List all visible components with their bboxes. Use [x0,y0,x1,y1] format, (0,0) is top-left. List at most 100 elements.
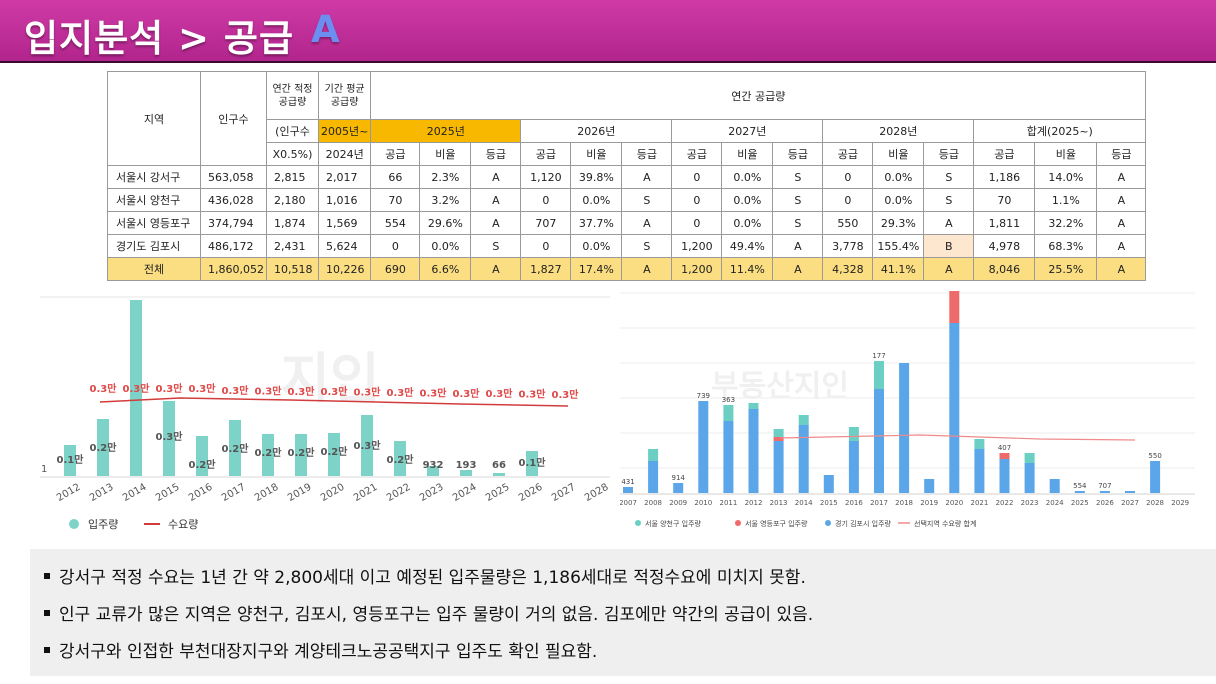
table-row: 전체 1,860,052 10,518 10,226 690 6.6% A 1,827 17.4… [107,257,1147,281]
value-cell: 0.0% [872,188,925,212]
bar-segment [698,401,709,493]
bar-segment [1074,491,1085,493]
demand-line [99,397,569,407]
header-pop-note2: X0.5%) [265,142,319,166]
value-cell: 486,172 [200,234,267,258]
x-tick-label: 2019 [286,482,314,504]
bar-segment [1024,463,1035,493]
value-cell: A [1096,257,1147,281]
sub-grade: 등급 [470,142,522,166]
legend-label: 수요량 [168,518,198,531]
value-cell: 2,431 [265,234,319,258]
bar [262,434,274,476]
header-pop-note1: (인구수 [265,119,319,143]
value-cell: 550 [822,211,874,235]
x-tick-label: 2017 [220,482,248,504]
demand-label: 0.3만 [420,386,448,399]
bar-segment [823,475,834,493]
header-total: 합계(2025~) [973,119,1147,143]
bar-segment [1125,491,1135,493]
x-tick-label: 2016 [845,499,863,507]
value-cell: A [772,234,824,258]
legend-swatch [635,520,641,526]
bar-segment [848,427,859,441]
bar [394,441,406,476]
x-tick-label: 2026 [1096,499,1114,507]
value-cell: 1,874 [265,211,319,235]
bar-label: 0.2만 [189,458,217,471]
x-tick-label: 2021 [352,482,380,504]
sub-grade: 등급 [772,142,824,166]
bar-label: 0.1만 [57,453,85,466]
bar-label: 193 [456,460,477,471]
value-cell: 2,180 [265,188,319,212]
bar-segment [773,437,784,441]
value-cell: S [772,211,824,235]
bar-label: 407 [998,444,1011,452]
x-tick-label: 2025 [484,482,512,504]
sub-grade: 등급 [621,142,673,166]
header-year-2027: 2027년 [671,119,824,143]
bar-segment [999,459,1010,493]
bar-segment [848,441,859,493]
bar-segment [999,453,1010,459]
summary-bullet: 인구 교류가 많은 지역은 양천구, 김포시, 영등포구는 입주 물량이 거의 … [44,600,813,625]
x-tick-label: 2027 [550,482,578,504]
value-cell: 707 [520,211,572,235]
demand-label: 0.3만 [387,386,415,399]
x-tick-label: 2008 [644,499,662,507]
value-cell: 4,978 [973,234,1036,258]
x-tick-label: 2024 [451,482,479,504]
bar-segment [673,483,684,493]
bullet-square-icon [44,573,50,579]
x-tick-label: 2009 [669,499,687,507]
bar-label: 0.3만 [354,439,382,452]
x-tick-label: 2027 [1121,499,1139,507]
value-cell: 1,569 [317,211,372,235]
value-cell: 1,120 [520,165,572,189]
value-cell: 17.4% [570,257,623,281]
value-cell: 0.0% [721,188,774,212]
demand-line [779,434,1136,441]
bar-label: 0.2만 [321,445,349,458]
bar-segment [1049,479,1060,493]
value-cell: 0 [671,165,723,189]
value-cell: 4,328 [822,257,874,281]
demand-label: 0.3만 [255,384,283,397]
x-tick-label: 2022 [996,499,1014,507]
header-annual-supply: 연간 공급량 [370,71,1147,120]
bar-label: 1 [41,464,47,475]
bar-segment [924,479,935,493]
demand-label: 0.3만 [552,388,580,401]
demand-label: 0.3만 [222,384,250,397]
bar [97,419,109,476]
x-tick-label: 2013 [88,482,116,504]
value-cell: 3.2% [419,188,472,212]
value-cell: 10,226 [317,257,372,281]
value-cell: A [470,165,522,189]
legend-label: 선택지역 수요량 합계 [914,519,976,528]
x-tick-label: 2018 [895,499,913,507]
value-cell: 1,186 [973,165,1036,189]
region-cell: 서울시 강서구 [107,165,201,189]
grade-badge: A [311,8,340,51]
header-period-avg: 기간 평균 공급량 [317,71,372,120]
demand-label: 0.3만 [156,382,184,395]
value-cell: A [1096,234,1147,258]
value-cell: 66 [370,165,421,189]
value-cell: 0.0% [570,234,623,258]
legend-swatch [735,520,741,526]
bar [163,401,175,476]
region-cell: 서울시 영등포구 [107,211,201,235]
value-cell: A [772,257,824,281]
value-cell: 0 [370,234,421,258]
bar-segment [748,409,759,493]
bar-label: 0.2만 [90,441,118,454]
value-cell: 1,200 [671,234,723,258]
table-row: 경기도 김포시 486,172 2,431 5,624 0 0.0% S 0 0.0% S 1,20… [107,234,1147,258]
bar-label: 0.2만 [255,446,283,459]
sub-ratio: 비율 [570,142,623,166]
sub-ratio: 비율 [872,142,925,166]
header-period1: 2005년~ [317,119,372,143]
